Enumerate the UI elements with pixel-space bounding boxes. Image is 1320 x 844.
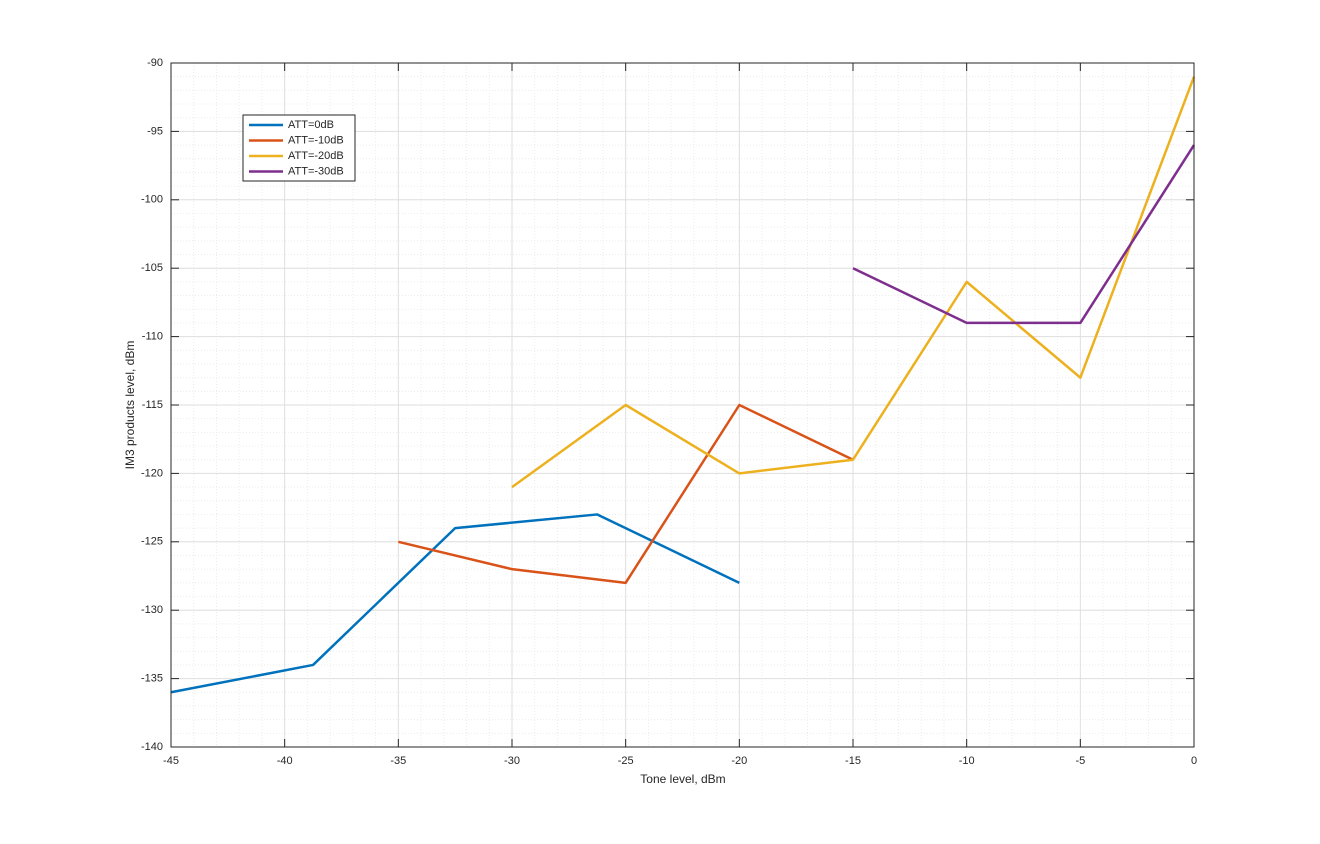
y-tick-label: -120 [141, 467, 163, 479]
series-line [170, 513, 740, 694]
y-tick-label: -130 [141, 604, 163, 616]
legend-label: ATT=0dB [288, 119, 334, 131]
y-tick-label: -115 [142, 399, 163, 411]
y-tick-label: -110 [142, 331, 163, 343]
x-tick-label: -30 [504, 755, 520, 767]
x-tick-label: -10 [959, 755, 975, 767]
x-tick-label: -25 [618, 755, 634, 767]
x-tick-label: -45 [163, 755, 179, 767]
axes-box [170, 62, 1195, 748]
y-axis-label: IM3 products level, dBm [123, 341, 137, 470]
axes: -45 -40 -35 -30 -25 -20 -15 -10 -5 0 -140 -135 -130 -… [141, 57, 1197, 767]
y-tick-label: -100 [141, 194, 163, 206]
y-tick-label: -135 [141, 673, 163, 685]
y-tick-label: -95 [147, 125, 163, 137]
legend-label: ATT=-30dB [288, 165, 344, 177]
x-tick-label: -40 [277, 755, 293, 767]
legend-label: ATT=-20dB [288, 150, 344, 162]
y-tick-label: -105 [141, 262, 163, 274]
x-tick-label: -35 [390, 755, 406, 767]
series-line [511, 76, 1196, 489]
legend: ATT=0dB ATT=-10dB ATT=-20dB ATT=-30dB [242, 114, 356, 182]
y-tick-label: -140 [141, 741, 163, 753]
series-line [398, 403, 854, 585]
y-tick-label: -90 [147, 57, 163, 69]
legend-label: ATT=-10dB [288, 134, 344, 146]
y-tick-label: -125 [141, 536, 163, 548]
plot [170, 76, 1196, 694]
x-tick-label: 0 [1191, 755, 1197, 767]
x-tick-label: -15 [845, 755, 861, 767]
x-tick-label: -20 [731, 755, 747, 767]
x-axis-label: Tone level, dBm [640, 772, 725, 786]
series-line [852, 144, 1196, 325]
x-tick-label: -5 [1075, 755, 1085, 767]
